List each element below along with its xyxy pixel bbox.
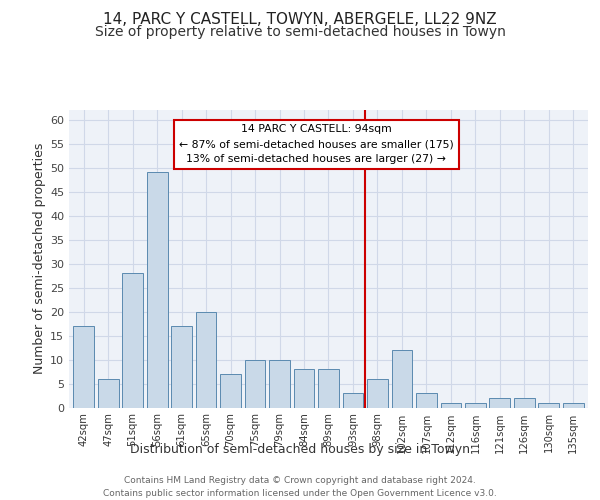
Bar: [490, 398, 510, 407]
Bar: [196, 312, 217, 408]
Text: Distribution of semi-detached houses by size in Towyn: Distribution of semi-detached houses by …: [130, 442, 470, 456]
Bar: [563, 402, 584, 407]
Bar: [514, 398, 535, 407]
Text: 14 PARC Y CASTELL: 94sqm
← 87% of semi-detached houses are smaller (175)
13% of : 14 PARC Y CASTELL: 94sqm ← 87% of semi-d…: [179, 124, 454, 164]
Text: Size of property relative to semi-detached houses in Towyn: Size of property relative to semi-detach…: [95, 25, 505, 39]
Bar: [245, 360, 265, 408]
Bar: [220, 374, 241, 408]
Bar: [73, 326, 94, 407]
Text: 14, PARC Y CASTELL, TOWYN, ABERGELE, LL22 9NZ: 14, PARC Y CASTELL, TOWYN, ABERGELE, LL2…: [103, 12, 497, 28]
Bar: [343, 393, 364, 407]
Bar: [538, 402, 559, 407]
Bar: [318, 369, 339, 408]
Bar: [122, 273, 143, 407]
Bar: [440, 402, 461, 407]
Bar: [147, 172, 167, 408]
Y-axis label: Number of semi-detached properties: Number of semi-detached properties: [33, 143, 46, 374]
Bar: [171, 326, 192, 407]
Bar: [416, 393, 437, 407]
Bar: [392, 350, 412, 408]
Bar: [465, 402, 486, 407]
Bar: [367, 378, 388, 408]
Bar: [293, 369, 314, 408]
Bar: [269, 360, 290, 408]
Bar: [98, 378, 119, 408]
Text: Contains HM Land Registry data © Crown copyright and database right 2024.
Contai: Contains HM Land Registry data © Crown c…: [103, 476, 497, 498]
